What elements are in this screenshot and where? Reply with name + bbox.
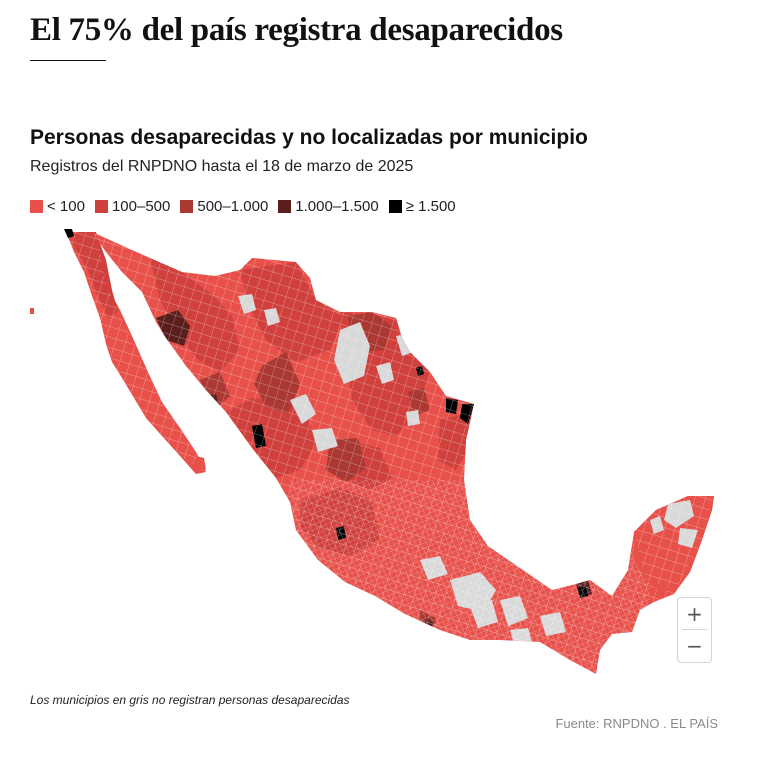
mainland-region <box>92 232 714 674</box>
map-title: Personas desaparecidas y no localizadas … <box>30 126 588 149</box>
legend-item-lt100: < 100 <box>30 198 85 215</box>
legend-label: ≥ 1.500 <box>405 197 456 215</box>
mexico-choropleth-map[interactable] <box>0 225 768 685</box>
source-credit: Fuente: RNPDNO . EL PAÍS <box>555 716 718 731</box>
island <box>196 456 206 470</box>
map-subtitle: Registros del RNPDNO hasta el 18 de marz… <box>30 158 414 175</box>
legend-label: 500–1.000 <box>197 197 269 215</box>
zoom-out-button[interactable]: − <box>686 633 703 658</box>
zoom-control: + − <box>677 597 712 663</box>
legend: < 100 100–500 500–1.000 1.000–1.500 ≥ 1.… <box>30 197 466 215</box>
map-note: Los municipios en gris no registran pers… <box>30 693 350 707</box>
legend-swatch <box>30 199 43 213</box>
legend-item-500-1000: 500–1.000 <box>180 198 268 215</box>
legend-swatch <box>180 199 194 213</box>
legend-label: 100–500 <box>111 197 171 215</box>
legend-label: 1.000–1.500 <box>295 197 379 215</box>
legend-item-gte1500: ≥ 1.500 <box>388 197 456 215</box>
headline-rule <box>30 60 106 61</box>
yucatan-region <box>634 496 714 592</box>
legend-item-100-500: 100–500 <box>94 197 171 215</box>
legend-item-1000-1500: 1.000–1.500 <box>278 197 379 215</box>
zoom-divider <box>682 629 707 630</box>
legend-swatch <box>94 199 108 213</box>
legend-label: < 100 <box>47 197 85 215</box>
zoom-in-button[interactable]: + <box>686 601 703 626</box>
legend-swatch <box>278 199 292 213</box>
island <box>30 308 34 314</box>
baja-california-region <box>64 229 206 474</box>
headline: El 75% del país registra desaparecidos <box>30 12 563 48</box>
legend-swatch <box>388 199 402 213</box>
